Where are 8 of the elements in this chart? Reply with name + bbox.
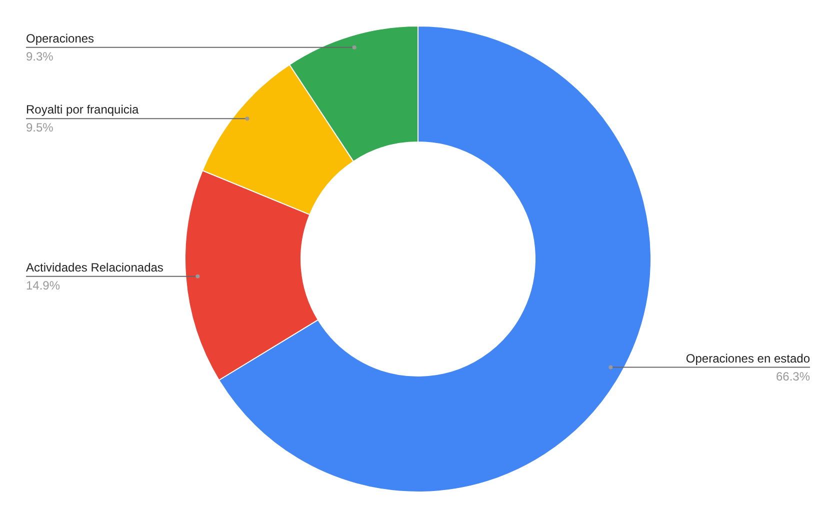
slice-label: Royalti por franquicia: [26, 102, 140, 117]
slice-label: Operaciones en estado: [686, 351, 810, 366]
data-label: 66.3%: [776, 369, 810, 384]
slice-label: Actividades Relacionadas: [26, 260, 164, 274]
data-label: 9.3%: [26, 49, 54, 64]
data-label: 14.9%: [26, 278, 60, 292]
data-label: 9.5%: [26, 120, 54, 135]
slice-label: Operaciones: [26, 31, 94, 46]
